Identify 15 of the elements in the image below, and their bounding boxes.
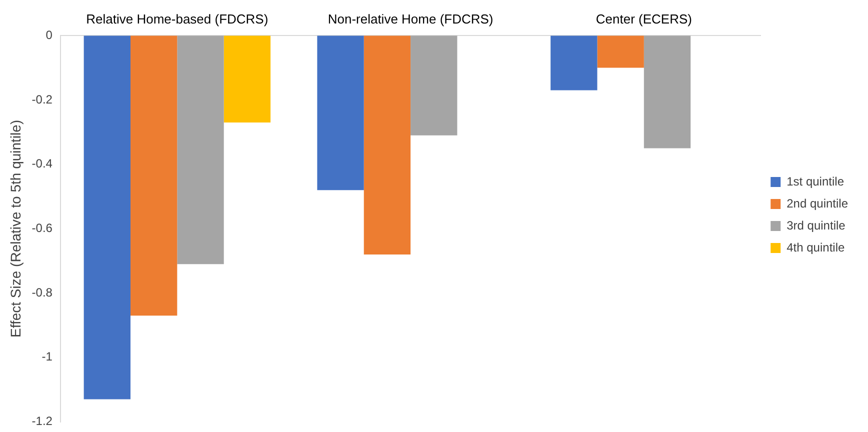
y-tick-label: -0.2: [32, 92, 53, 106]
legend-label: 1st quintile: [786, 174, 844, 188]
y-axis-title: Effect Size (Relative to 5th quintile): [7, 120, 24, 338]
y-tick-label: -0.6: [32, 221, 53, 236]
legend-label: 4th quintile: [786, 240, 845, 254]
x-tick-label: Center (ECERS): [596, 11, 692, 26]
y-tick-label: 0: [46, 28, 53, 42]
x-tick-label: Non-relative Home (FDCRS): [328, 11, 494, 26]
y-tick-label: -0.8: [32, 285, 53, 300]
y-tick-label: -1: [42, 350, 53, 364]
y-tick-label: -0.4: [32, 156, 53, 171]
x-tick-label: Relative Home-based (FDCRS): [86, 11, 268, 26]
y-tick-label: -1.2: [32, 414, 53, 428]
legend-label: 3rd quintile: [786, 218, 846, 232]
legend-label: 2nd quintile: [786, 196, 848, 210]
